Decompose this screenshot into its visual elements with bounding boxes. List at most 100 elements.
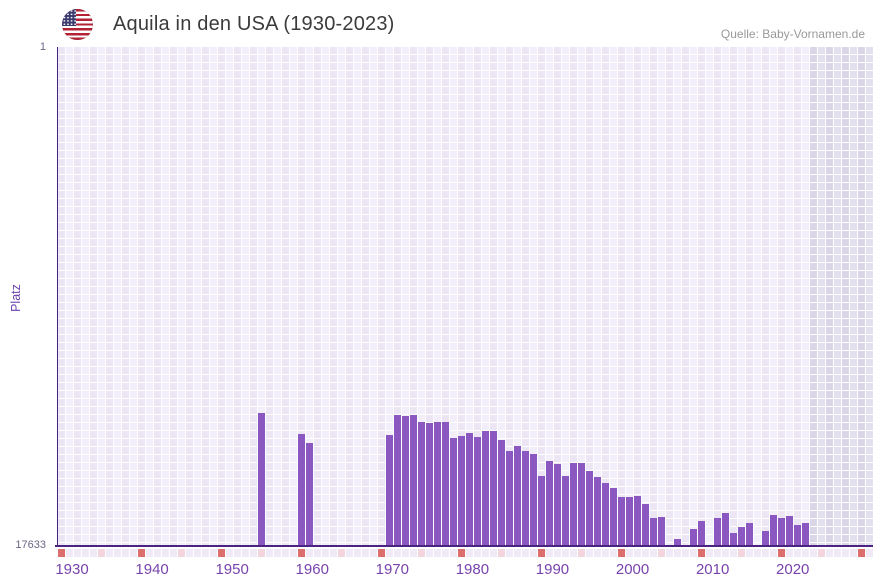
year-marker: [105, 548, 113, 557]
bar-2013[interactable]: [722, 512, 730, 545]
bar-2000[interactable]: [618, 496, 626, 545]
bar-2010[interactable]: [698, 520, 706, 545]
bar-1971[interactable]: [385, 435, 393, 545]
bar-1973[interactable]: [401, 416, 409, 545]
bar-2021[interactable]: [786, 516, 794, 545]
year-marker: [642, 548, 650, 557]
year-marker: [305, 548, 313, 557]
half-decade-marker: [417, 548, 425, 557]
bar-1974[interactable]: [409, 414, 417, 545]
half-decade-marker: [818, 548, 826, 557]
bar-1955[interactable]: [257, 413, 265, 545]
year-marker: [465, 548, 473, 557]
bar-2018[interactable]: [762, 531, 770, 545]
bar-1986[interactable]: [505, 451, 514, 545]
bar-1981[interactable]: [465, 433, 473, 545]
bar-1992[interactable]: [553, 464, 562, 545]
bar-1995[interactable]: [578, 463, 586, 545]
year-marker: [121, 548, 129, 557]
bar-2001[interactable]: [626, 496, 634, 545]
bar-1983[interactable]: [481, 431, 490, 545]
bar-1993[interactable]: [562, 475, 570, 545]
x-axis-label: 1980: [455, 561, 490, 578]
bar-2023[interactable]: [802, 522, 810, 545]
bar-2020[interactable]: [778, 518, 786, 545]
year-marker: [529, 548, 538, 557]
bar-1996[interactable]: [586, 470, 594, 545]
bar-1961[interactable]: [305, 442, 313, 545]
source-link[interactable]: Quelle: Baby-Vornamen.de: [720, 27, 865, 41]
us-flag-canton: [62, 9, 76, 26]
bar-2012[interactable]: [714, 518, 722, 545]
year-marker: [89, 548, 97, 557]
bar-2016[interactable]: [746, 522, 754, 545]
decade-marker: [457, 548, 465, 557]
bar-1990[interactable]: [537, 475, 546, 545]
year-marker: [826, 548, 834, 557]
year-marker: [233, 548, 241, 557]
bar-1984[interactable]: [489, 431, 498, 545]
year-marker: [225, 548, 233, 557]
bar-1994[interactable]: [570, 463, 578, 545]
year-marker: [345, 548, 353, 557]
bar-2009[interactable]: [690, 529, 698, 545]
bar-1982[interactable]: [473, 437, 481, 545]
bar-1977[interactable]: [433, 422, 441, 545]
bar-1978[interactable]: [441, 422, 449, 545]
x-axis-labels: 1930 1940 1950 1960 1970 1980 1990 2000 2010 2020: [55, 561, 873, 583]
year-marker: [129, 548, 137, 557]
y-axis-tick-top: 1: [39, 41, 46, 53]
bar-2003[interactable]: [642, 503, 650, 545]
y-axis-tick-bottom: 17633: [15, 539, 46, 551]
bar-1999[interactable]: [610, 488, 618, 545]
year-marker: [201, 548, 209, 557]
year-marker: [385, 548, 393, 557]
year-marker: [634, 548, 642, 557]
half-decade-marker: [97, 548, 105, 557]
year-marker: [481, 548, 490, 557]
plot-area: [57, 47, 873, 545]
bar-1988[interactable]: [521, 451, 530, 545]
year-marker: [674, 548, 682, 557]
bar-2004[interactable]: [650, 518, 658, 545]
bar-1980[interactable]: [457, 435, 465, 545]
year-marker: [690, 548, 698, 557]
bar-2014[interactable]: [730, 533, 738, 545]
bar-1975[interactable]: [417, 422, 425, 545]
year-marker: [850, 548, 858, 557]
year-marker: [866, 548, 873, 557]
year-marker: [369, 548, 377, 557]
year-marker: [794, 548, 802, 557]
bar-2002[interactable]: [634, 496, 642, 545]
bar-2022[interactable]: [794, 525, 802, 545]
bar-1998[interactable]: [602, 483, 610, 545]
half-decade-marker: [257, 548, 265, 557]
bar-1976[interactable]: [425, 422, 433, 545]
year-marker: [161, 548, 169, 557]
year-marker: [489, 548, 498, 557]
bar-1991[interactable]: [545, 461, 554, 545]
bar-2005[interactable]: [658, 516, 666, 545]
bar-2015[interactable]: [738, 527, 746, 545]
year-marker: [425, 548, 433, 557]
bar-2007[interactable]: [674, 538, 682, 545]
half-decade-marker: [578, 548, 586, 557]
bar-1989[interactable]: [529, 453, 538, 545]
bar-1997[interactable]: [594, 477, 602, 545]
bar-1960[interactable]: [297, 433, 305, 545]
bar-1985[interactable]: [497, 440, 506, 545]
year-marker: [433, 548, 441, 557]
bar-1987[interactable]: [513, 446, 522, 545]
year-marker: [73, 548, 81, 557]
bar-2019[interactable]: [770, 514, 778, 545]
decade-marker: [778, 548, 786, 557]
x-axis-label: 2000: [615, 561, 650, 578]
year-marker: [570, 548, 578, 557]
bar-1972[interactable]: [393, 414, 401, 545]
year-marker: [722, 548, 730, 557]
half-decade-marker: [658, 548, 666, 557]
bar-1979[interactable]: [449, 438, 457, 545]
year-marker: [473, 548, 481, 557]
year-marker: [409, 548, 417, 557]
year-marker: [602, 548, 610, 557]
